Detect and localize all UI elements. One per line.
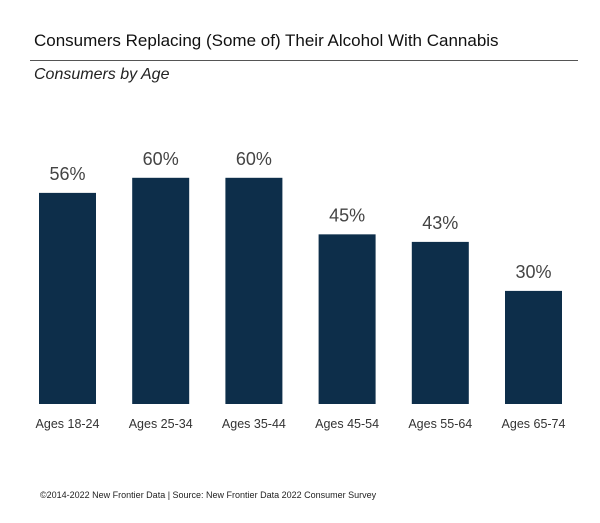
category-label-4: Ages 45-54 (315, 417, 379, 431)
title-divider (30, 60, 578, 61)
value-label-3: 60% (236, 149, 272, 169)
category-label-2: Ages 25-34 (129, 417, 193, 431)
category-label-6: Ages 65-74 (502, 417, 566, 431)
value-label-1: 56% (49, 164, 85, 184)
bar-4 (318, 234, 376, 404)
bar-1 (39, 192, 96, 404)
value-label-6: 30% (515, 262, 551, 282)
value-label-2: 60% (143, 149, 179, 169)
category-label-3: Ages 35-44 (222, 417, 286, 431)
bar-5 (411, 241, 469, 404)
source-footer: ©2014-2022 New Frontier Data | Source: N… (40, 490, 377, 500)
bar-2 (132, 177, 190, 404)
chart-subtitle: Consumers by Age (34, 66, 170, 83)
bar-6 (505, 290, 562, 404)
bar-3 (225, 177, 283, 404)
category-label-5: Ages 55-64 (408, 417, 472, 431)
category-label-1: Ages 18-24 (36, 417, 100, 431)
value-label-4: 45% (329, 205, 365, 225)
chart-title: Consumers Replacing (Some of) Their Alco… (34, 31, 499, 50)
value-label-5: 43% (422, 213, 458, 233)
